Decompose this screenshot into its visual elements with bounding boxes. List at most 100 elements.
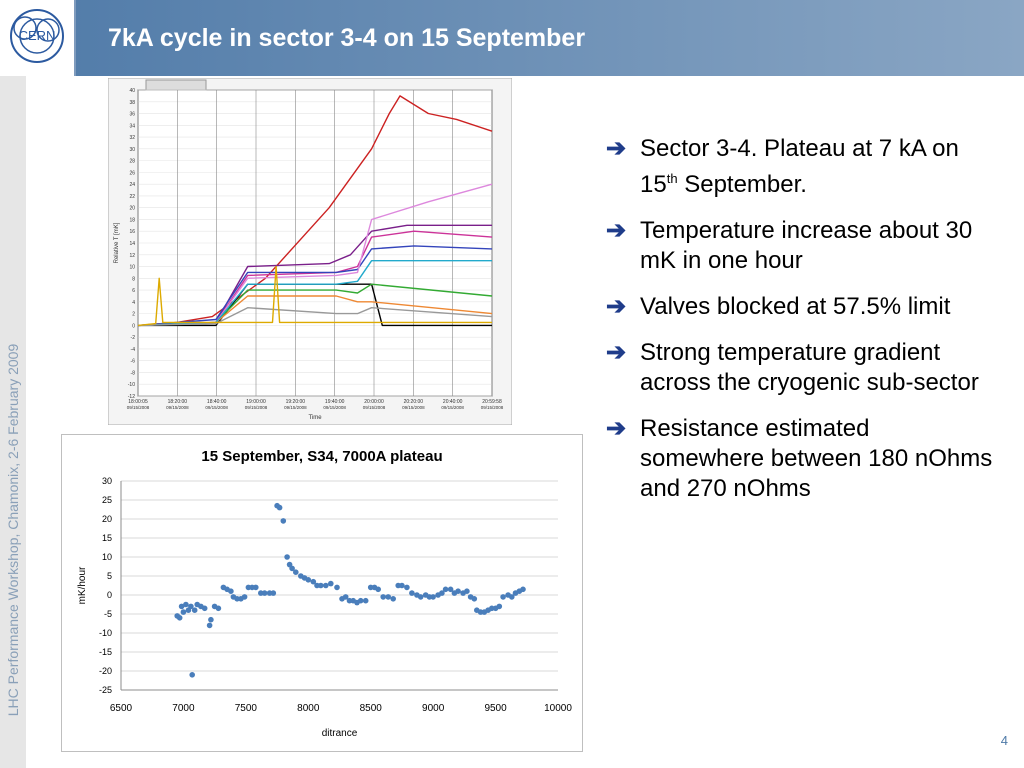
bullet-item: ➔ Valves blocked at 57.5% limit — [606, 293, 951, 320]
data-point — [496, 603, 503, 610]
y-tick-label: 2 — [132, 312, 135, 318]
y-tick-label: 6 — [132, 288, 135, 294]
data-point — [362, 597, 369, 604]
y-tick-label: 10 — [102, 552, 112, 562]
y-axis-label: mK/hour — [77, 566, 88, 604]
data-point — [305, 577, 312, 583]
y-tick-label: 36 — [129, 112, 135, 118]
data-point — [215, 605, 222, 612]
x-tick-date: 09/15/2008 — [245, 405, 268, 410]
y-tick-label: 28 — [129, 159, 135, 165]
y-tick-label: -6 — [131, 359, 136, 365]
chart-title: 15 September, S34, 7000A plateau — [201, 448, 442, 465]
series-line — [137, 95, 493, 327]
data-point — [342, 594, 349, 600]
y-tick-label: -25 — [99, 685, 112, 695]
y-tick-label: 40 — [129, 88, 135, 94]
data-point — [471, 596, 478, 602]
data-point — [464, 588, 470, 594]
page-number: 4 — [1000, 733, 1008, 748]
x-tick-date: 09/15/2008 — [127, 405, 150, 410]
data-point — [390, 596, 397, 602]
data-point — [183, 601, 189, 608]
series-line — [137, 265, 492, 327]
data-point — [357, 597, 364, 604]
workshop-footer-vertical: LHC Performance Workshop, Chamonix, 2-6 … — [5, 343, 21, 717]
x-tick-label: 6500 — [110, 703, 133, 714]
arrow-icon: ➔ — [606, 415, 627, 442]
data-point — [500, 594, 506, 600]
y-tick-label: 14 — [129, 241, 135, 247]
y-tick-label: 20 — [102, 514, 112, 524]
x-tick-label: 19:00:00 — [246, 399, 266, 405]
x-tick-date: 09/15/2008 — [363, 405, 386, 410]
x-tick-date: 09/15/2008 — [402, 405, 425, 410]
series-line — [137, 245, 493, 327]
x-tick-label: 20:20:00 — [404, 399, 424, 405]
y-tick-label: -8 — [131, 370, 136, 376]
y-tick-label: 0 — [132, 323, 135, 329]
x-tick-label: 7000 — [172, 703, 195, 714]
data-point — [189, 672, 195, 678]
x-tick-label: 9000 — [422, 703, 445, 714]
data-point — [253, 584, 259, 591]
y-tick-label: 5 — [107, 571, 112, 581]
data-point — [289, 565, 295, 572]
data-point — [323, 582, 329, 589]
data-point — [442, 586, 449, 593]
data-point — [385, 594, 392, 600]
data-point — [280, 518, 287, 524]
chart-frame — [61, 434, 583, 752]
data-point — [178, 603, 185, 610]
data-point — [455, 588, 461, 594]
arrow-icon: ➔ — [606, 135, 627, 162]
y-tick-label: 15 — [102, 533, 112, 543]
y-tick-label: 30 — [129, 147, 135, 153]
x-tick-label: 20:00:00 — [364, 399, 384, 405]
data-point — [276, 504, 283, 511]
data-point — [318, 582, 324, 589]
data-point — [208, 616, 214, 623]
y-tick-label: -20 — [99, 666, 112, 676]
data-point — [328, 580, 334, 587]
y-axis-label: Relative T [mK] — [114, 222, 120, 263]
data-point — [191, 607, 198, 613]
x-tick-label: 18:20:00 — [168, 399, 188, 405]
side-strip — [0, 76, 26, 768]
y-tick-label: 34 — [129, 123, 135, 129]
x-tick-label: 19:20:00 — [286, 399, 306, 405]
y-tick-label: 24 — [129, 182, 135, 188]
x-tick-label: 10000 — [544, 703, 572, 714]
y-tick-label: -5 — [104, 609, 112, 619]
y-tick-label: -12 — [128, 394, 135, 400]
y-tick-label: -4 — [131, 347, 136, 353]
y-tick-label: 16 — [129, 229, 135, 235]
bullet-item: ➔ Strong temperature gradient across the … — [606, 339, 979, 396]
data-point — [261, 590, 268, 596]
y-tick-label: 20 — [129, 206, 135, 212]
data-point — [404, 584, 410, 591]
x-tick-label: 20:59:58 — [482, 399, 502, 405]
arrow-icon: ➔ — [606, 339, 627, 366]
x-tick-label: 9500 — [484, 703, 507, 714]
x-tick-label: 18:00:05 — [128, 399, 148, 405]
cern-logo: CERN — [0, 0, 76, 76]
data-point — [409, 590, 415, 596]
x-tick-date: 09/15/2008 — [166, 405, 189, 410]
data-point — [206, 622, 213, 629]
x-tick-date: 09/15/2008 — [481, 405, 504, 410]
data-point — [228, 588, 234, 594]
x-tick-date: 09/15/2008 — [441, 405, 464, 410]
data-point — [380, 594, 387, 600]
y-tick-label: 30 — [102, 476, 112, 486]
data-point — [241, 594, 248, 600]
bullet-list: ➔ Sector 3-4. Plateau at 7 kA on 15th Sep… — [606, 134, 996, 520]
cern-logo-icon: CERN — [10, 9, 64, 63]
data-point — [520, 586, 526, 593]
y-tick-label: 22 — [129, 194, 135, 200]
x-axis-label: Time — [308, 415, 322, 421]
logo-text: CERN — [19, 28, 56, 43]
y-tick-label: 18 — [129, 217, 135, 223]
data-point — [417, 594, 424, 600]
header-bar — [0, 0, 1024, 76]
